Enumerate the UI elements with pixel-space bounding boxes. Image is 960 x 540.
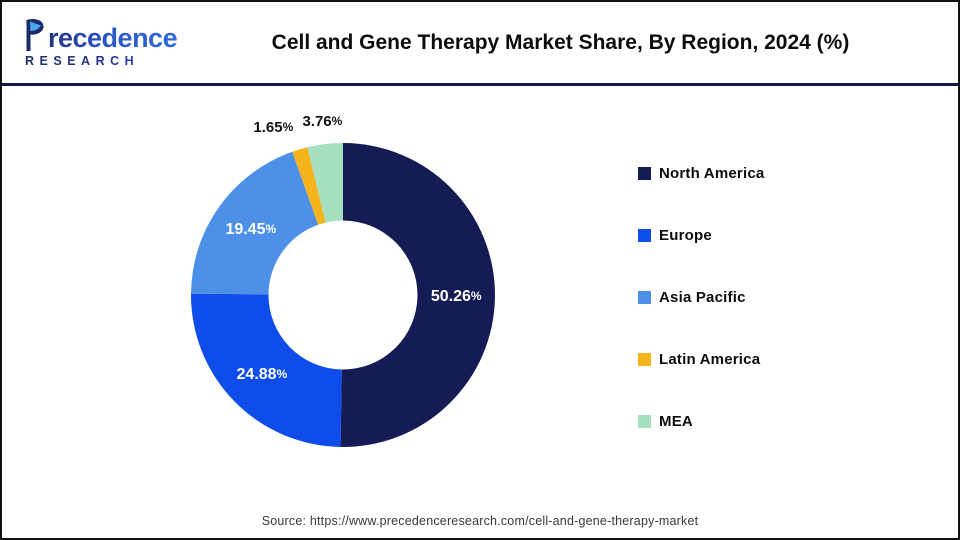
donut-slice-latin-america [292,147,326,225]
legend-label-mea: MEA [659,413,693,430]
donut-slice-europe [191,293,342,447]
legend-swatch-mea [638,415,651,428]
legend-swatch-latin-america [638,353,651,366]
brand-name-rest: recedence [48,23,178,54]
legend-swatch-europe [638,229,651,242]
legend-item-latin-america: Latin America [638,351,764,368]
legend: North America Europe Asia Pacific Latin Ame… [638,165,764,430]
legend-item-europe: Europe [638,227,764,244]
donut-slice-asia-pacific [191,151,319,295]
donut-slice-mea [307,143,343,223]
slice-label-north-america: 50.26% [431,287,482,304]
legend-item-asia-pacific: Asia Pacific [638,289,764,306]
legend-label-latin-america: Latin America [659,351,761,368]
legend-swatch-north-america [638,167,651,180]
legend-swatch-asia-pacific [638,291,651,304]
legend-label-asia-pacific: Asia Pacific [659,289,746,306]
page-title: Cell and Gene Therapy Market Share, By R… [271,30,850,54]
logo-p-icon [26,19,44,52]
legend-label-europe: Europe [659,227,712,244]
brand-subtitle: RESEARCH [22,55,187,68]
donut-slice-north-america [340,143,495,448]
slice-label-asia-pacific: 19.45% [225,221,276,238]
slice-label-latin-america: 1.65% [253,119,293,136]
header: recedence RESEARCH Cell and Gene Therapy… [2,2,958,86]
legend-item-mea: MEA [638,413,764,430]
donut-chart: 50.26% 24.88% 19.45% 1.65% 3.76% [191,113,495,448]
chart-area: 50.26% 24.88% 19.45% 1.65% 3.76% North Ameri… [2,86,958,538]
source-text: Source: https://www.precedenceresearch.c… [261,514,699,528]
legend-label-north-america: North America [659,165,765,182]
legend-item-north-america: North America [638,165,764,182]
slice-label-europe: 24.88% [237,366,288,383]
brand-name: recedence [22,17,187,52]
slice-label-mea: 3.76% [302,113,342,130]
brand-logo: recedence RESEARCH [2,17,187,68]
